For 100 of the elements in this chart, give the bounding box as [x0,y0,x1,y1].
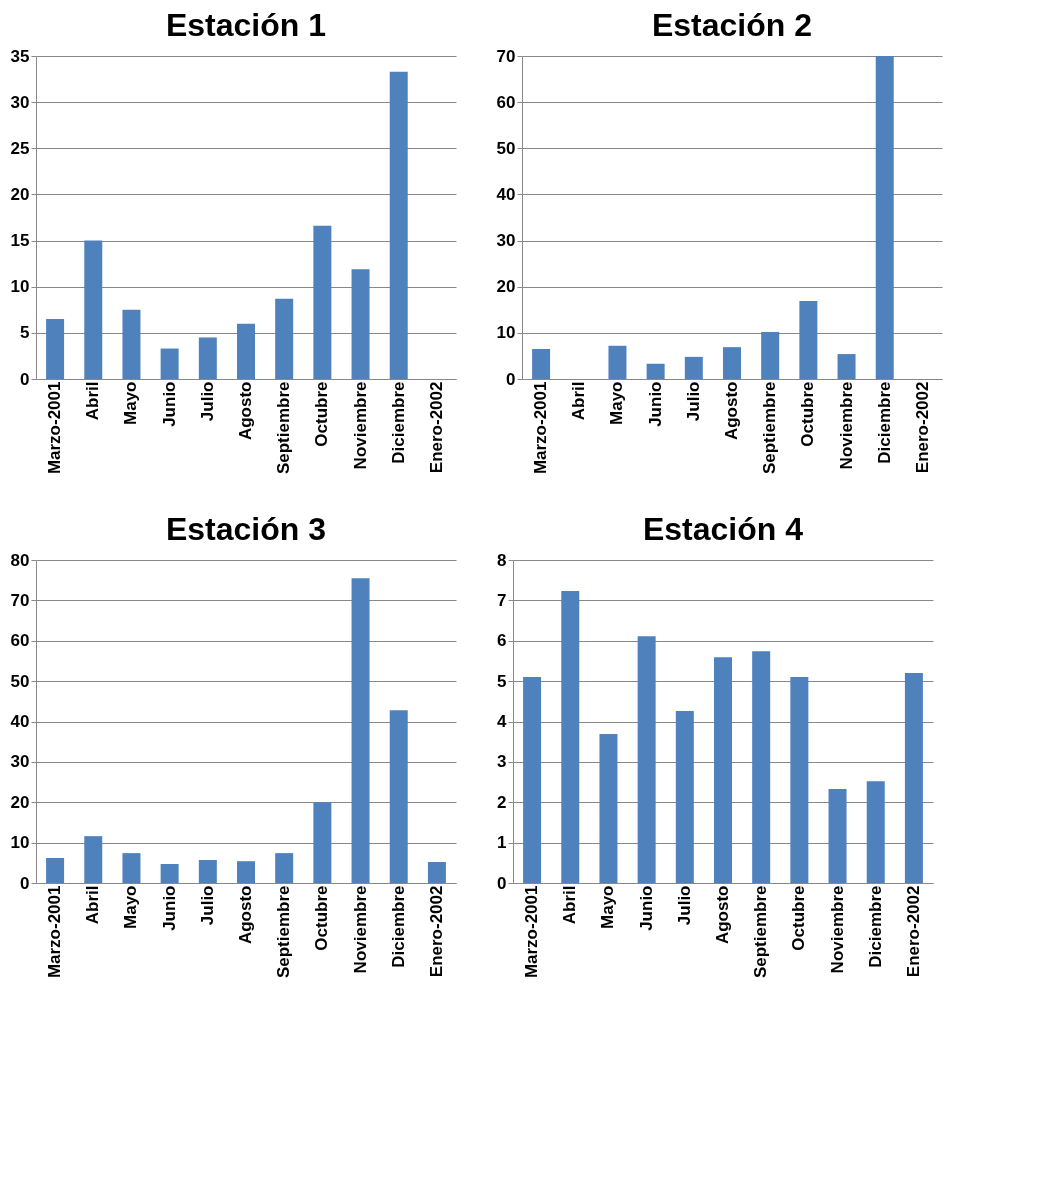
x-tick-label: Marzo-2001 [45,885,65,979]
bar [904,673,923,883]
y-tick-label: 0 [497,873,507,893]
bar [351,578,370,883]
y-tick-label: 4 [497,712,508,731]
x-tick-label: Agosto [722,381,741,441]
bar [608,345,627,379]
y-tick-label: 20 [10,184,30,204]
y-tick-label: 50 [496,138,516,158]
bar [122,853,141,883]
bar [122,309,141,379]
x-tick-label: Enero-2002 [912,381,932,474]
bar [160,348,179,379]
chart-title: Estación 2 [651,7,813,43]
y-tick-label: 40 [10,712,30,731]
y-tick-label: 6 [497,631,507,651]
y-tick-label: 5 [20,323,30,343]
bar [46,319,65,379]
y-tick-label: 5 [497,671,507,691]
x-tick-label: Junio [159,381,179,427]
bar [389,71,408,379]
bar [599,734,618,883]
bar [646,363,665,379]
bar [675,711,694,883]
bar [275,298,294,379]
x-tick-label: Diciembre [388,885,408,968]
bar [313,225,332,379]
x-tick-label: Julio [197,885,217,926]
y-tick-label: 20 [10,792,30,812]
y-tick-label: 30 [10,92,30,112]
x-tick-label: Septiembre [274,381,294,475]
x-tick-label: Abril [83,885,103,925]
bar [237,323,255,379]
x-tick-label: Marzo-2001 [522,885,542,979]
x-tick-label: Diciembre [874,381,894,464]
y-tick-label: 80 [10,550,30,570]
y-tick-label: 10 [496,323,516,343]
x-tick-label: Agosto [236,885,255,945]
bar [866,781,885,883]
bar [198,859,217,883]
x-tick-label: Enero-2002 [903,885,923,978]
bar [427,862,446,883]
x-tick-label: Noviembre [350,885,370,974]
x-tick-label: Noviembre [836,381,856,470]
x-tick-label: Enero-2002 [426,885,446,978]
chart-title: Estación 1 [165,7,327,43]
bar [160,864,179,883]
y-tick-label: 2 [497,792,507,812]
bar [761,331,780,379]
bar [523,677,542,883]
chart-title: Estación 3 [165,511,327,547]
y-tick-label: 15 [10,231,30,251]
x-tick-label: Julio [197,381,217,422]
x-tick-label: Junio [159,885,179,931]
y-tick-label: 8 [497,550,507,570]
x-tick-label: Octubre [312,885,332,951]
x-tick-label: Marzo-2001 [45,381,65,475]
x-tick-label: Julio [674,885,694,926]
x-tick-label: Junio [645,381,665,427]
y-tick-label: 10 [10,277,30,297]
x-tick-label: Septiembre [760,381,780,475]
bar [84,240,103,379]
x-tick-label: Diciembre [865,885,885,968]
bar [351,269,370,379]
bar [275,853,294,883]
bar [684,356,703,379]
y-tick-label: 7 [497,590,507,610]
x-tick-label: Abril [569,381,589,421]
y-tick-label: 25 [10,138,30,158]
y-tick-label: 70 [10,590,30,610]
y-tick-label: 10 [10,833,30,853]
bar [198,337,217,379]
bar [313,802,332,883]
bar [714,657,732,883]
y-tick-label: 35 [10,46,30,66]
bar [237,861,255,883]
x-tick-label: Noviembre [827,885,847,974]
bar [837,354,856,379]
y-tick-label: 0 [506,369,516,389]
y-tick-label: 30 [496,231,516,251]
x-tick-label: Enero-2002 [426,381,446,474]
y-tick-label: 0 [20,369,30,389]
y-tick-label: 40 [496,184,516,204]
bar [637,636,656,883]
y-tick-label: 0 [20,873,30,893]
x-tick-label: Abril [83,381,103,421]
y-tick-label: 50 [10,671,30,691]
x-tick-label: Octubre [798,381,818,447]
bar [875,56,894,379]
x-tick-label: Agosto [713,885,732,945]
y-tick-label: 1 [497,833,507,853]
bar [723,347,741,379]
x-tick-label: Mayo [598,885,618,929]
bar [799,301,818,379]
x-tick-label: Diciembre [388,381,408,464]
x-tick-label: Marzo-2001 [531,381,551,475]
x-tick-label: Julio [683,381,703,422]
x-tick-label: Septiembre [274,885,294,979]
bar [389,710,408,883]
x-tick-label: Septiembre [751,885,771,979]
